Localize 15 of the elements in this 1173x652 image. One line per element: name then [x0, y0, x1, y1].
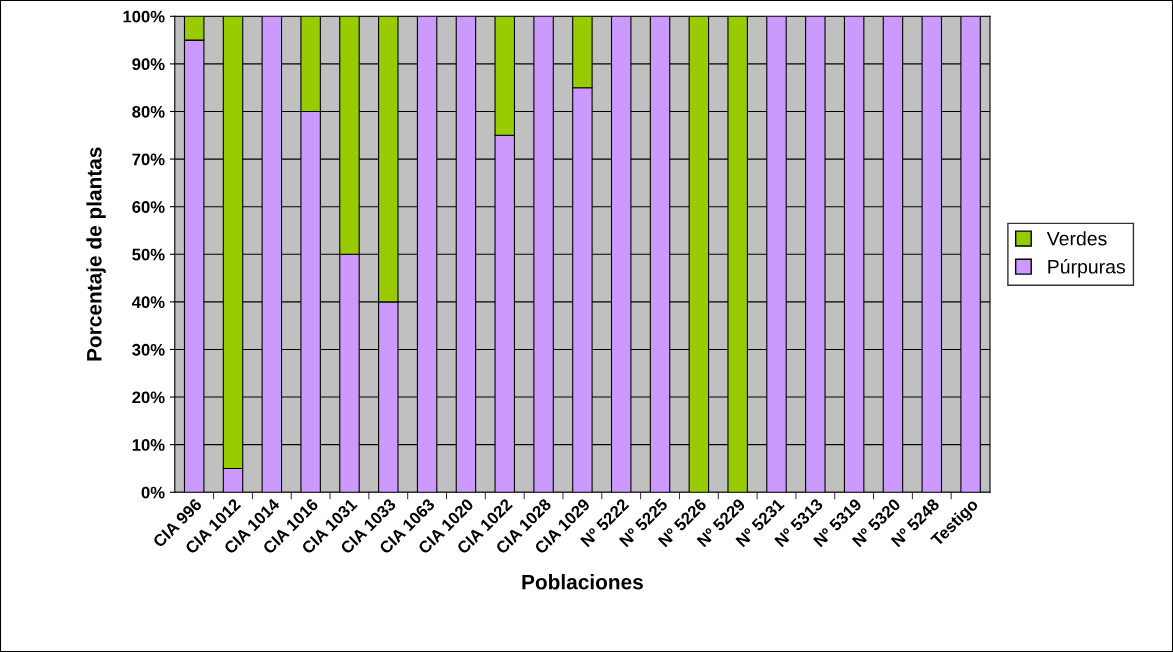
y-tick-label: 10%: [132, 439, 165, 451]
y-tick-label: 90%: [132, 58, 165, 71]
legend-label: Púrpuras: [1048, 259, 1125, 278]
y-tick-label: 100%: [123, 10, 165, 23]
y-axis-title: Porcentaje de plantas: [86, 147, 106, 361]
y-tick-label: 30%: [132, 343, 165, 356]
y-tick-label: 70%: [132, 153, 165, 166]
y-tick-label: 40%: [131, 296, 165, 309]
y-tick-label: 0%: [141, 486, 165, 499]
y-tick-label: 80%: [132, 105, 165, 118]
y-tick-label: 60%: [132, 201, 165, 213]
y-tick-label: 20%: [132, 391, 165, 404]
x-axis-title: Poblaciones: [522, 574, 643, 590]
legend-label: Verdes: [1046, 231, 1107, 246]
y-tick-label: 50%: [132, 248, 165, 261]
